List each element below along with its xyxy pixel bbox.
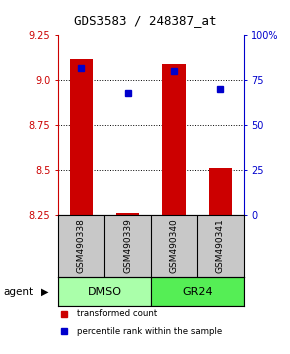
Text: percentile rank within the sample: percentile rank within the sample [77, 327, 222, 336]
Text: GR24: GR24 [182, 286, 213, 297]
Text: transformed count: transformed count [77, 309, 157, 318]
Bar [162, 64, 186, 215]
Text: GSM490341: GSM490341 [216, 219, 225, 273]
Bar [209, 169, 232, 215]
Bar [151, 277, 244, 306]
Text: GDS3583 / 248387_at: GDS3583 / 248387_at [74, 13, 216, 27]
Bar [116, 213, 139, 215]
Text: agent: agent [3, 286, 33, 297]
Text: DMSO: DMSO [87, 286, 122, 297]
Bar [70, 59, 93, 215]
Text: ▶: ▶ [41, 286, 48, 297]
Text: GSM490339: GSM490339 [123, 219, 132, 274]
Bar [58, 277, 151, 306]
Text: GSM490340: GSM490340 [169, 219, 179, 273]
Text: GSM490338: GSM490338 [77, 219, 86, 274]
